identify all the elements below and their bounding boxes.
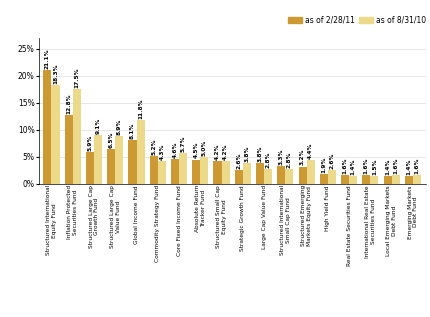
Text: 1.6%: 1.6% <box>343 158 347 174</box>
Text: 3.8%: 3.8% <box>244 146 249 162</box>
Bar <box>171 159 179 184</box>
Text: 4.2%: 4.2% <box>223 144 228 160</box>
Text: 8.9%: 8.9% <box>117 118 122 135</box>
Text: 18.3%: 18.3% <box>53 63 58 84</box>
Text: 1.4%: 1.4% <box>385 159 390 175</box>
Text: 8.1%: 8.1% <box>130 123 135 139</box>
Bar <box>349 176 357 184</box>
Bar <box>235 170 243 184</box>
Bar <box>405 176 413 184</box>
Bar <box>64 115 73 184</box>
Bar <box>392 175 400 184</box>
Bar <box>298 166 307 184</box>
Text: 5.0%: 5.0% <box>202 139 207 156</box>
Bar <box>73 89 81 184</box>
Bar <box>277 166 286 184</box>
Bar <box>341 175 349 184</box>
Text: 4.6%: 4.6% <box>172 141 178 158</box>
Text: 1.6%: 1.6% <box>364 158 369 174</box>
Bar <box>200 157 209 184</box>
Bar <box>221 161 230 184</box>
Bar <box>129 140 136 184</box>
Bar <box>328 170 336 184</box>
Bar <box>243 163 251 184</box>
Text: 1.9%: 1.9% <box>321 156 326 172</box>
Text: 4.4%: 4.4% <box>308 143 313 159</box>
Bar <box>150 156 158 184</box>
Bar <box>362 175 370 184</box>
Bar <box>307 160 315 184</box>
Bar <box>264 169 272 184</box>
Bar <box>115 136 123 184</box>
Bar <box>256 163 264 184</box>
Text: 5.7%: 5.7% <box>181 135 186 152</box>
Text: 1.4%: 1.4% <box>406 159 412 175</box>
Bar <box>86 152 94 184</box>
Text: 6.5%: 6.5% <box>109 131 114 148</box>
Bar <box>179 153 187 184</box>
Bar <box>52 85 59 184</box>
Bar <box>286 169 293 184</box>
Text: 2.6%: 2.6% <box>237 152 241 169</box>
Text: 5.9%: 5.9% <box>87 134 92 151</box>
Text: 1.6%: 1.6% <box>415 158 420 174</box>
Bar <box>43 70 52 184</box>
Bar <box>384 176 392 184</box>
Text: 1.4%: 1.4% <box>351 159 356 175</box>
Text: 12.8%: 12.8% <box>66 93 71 114</box>
Text: 2.8%: 2.8% <box>266 151 270 168</box>
Text: 4.5%: 4.5% <box>194 142 199 158</box>
Text: 21.1%: 21.1% <box>45 48 50 69</box>
Text: 5.2%: 5.2% <box>151 138 156 155</box>
Bar <box>136 120 144 184</box>
Bar <box>107 149 115 184</box>
Text: 4.3%: 4.3% <box>160 143 164 159</box>
Bar <box>94 135 102 184</box>
Legend: as of 2/28/11, as of 8/31/10: as of 2/28/11, as of 8/31/10 <box>289 16 426 25</box>
Text: 9.1%: 9.1% <box>95 117 101 134</box>
Text: 1.6%: 1.6% <box>393 158 398 174</box>
Text: 2.8%: 2.8% <box>287 151 292 168</box>
Text: 1.5%: 1.5% <box>372 158 377 175</box>
Bar <box>413 175 421 184</box>
Bar <box>320 174 328 184</box>
Bar <box>370 176 378 184</box>
Text: 4.2%: 4.2% <box>215 144 220 160</box>
Bar <box>213 161 221 184</box>
Text: 3.3%: 3.3% <box>279 148 284 165</box>
Bar <box>192 159 200 184</box>
Text: 3.8%: 3.8% <box>258 146 263 162</box>
Bar <box>158 161 166 184</box>
Text: 11.8%: 11.8% <box>138 98 143 119</box>
Text: 17.5%: 17.5% <box>74 68 79 88</box>
Text: 2.6%: 2.6% <box>329 152 335 169</box>
Text: 3.2%: 3.2% <box>300 149 305 165</box>
